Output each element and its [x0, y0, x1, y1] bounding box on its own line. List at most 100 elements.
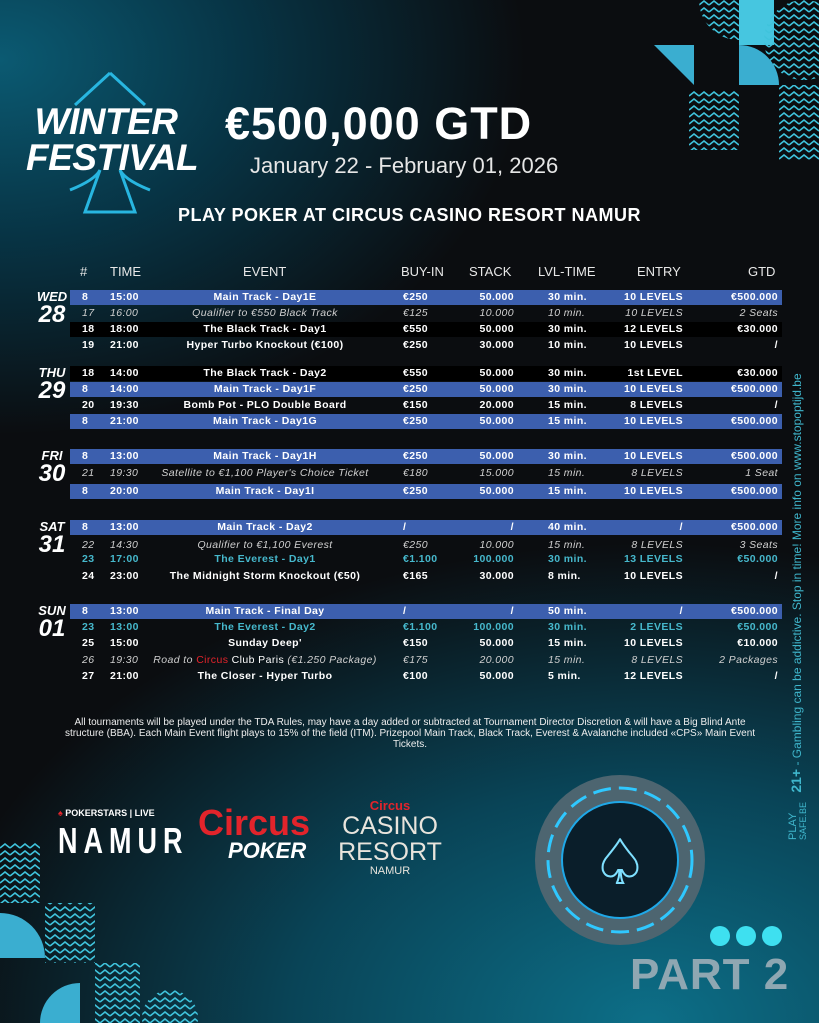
- gambling-warning-text: - Gambling can be addictive. Stop in tim…: [790, 373, 805, 769]
- cell-lvl: 10 min.: [548, 307, 586, 319]
- cell-num: 24: [82, 570, 95, 582]
- cell-num: 8: [82, 415, 89, 427]
- cell-stack: 50.000: [479, 291, 514, 303]
- cell-event: The Everest - Day2: [214, 621, 316, 633]
- cell-buyin: €150: [403, 399, 428, 411]
- table-row: 17 16:00 Qualifier to €550 Black Track €125…: [70, 306, 782, 321]
- cell-time: 21:00: [110, 415, 139, 427]
- table-row: 8 21:00 Main Track - Day1G €250 50.000 15 min…: [70, 414, 782, 429]
- cell-buyin: €250: [403, 485, 428, 497]
- header-gtd: GTD: [748, 264, 776, 279]
- table-row: 8 13:00 Main Track - Day1H €250 50.000 30 min…: [70, 449, 782, 464]
- table-row: 21 19:30 Satellite to €1,100 Player's Choi…: [70, 466, 782, 481]
- cell-event: Road to Circus Club Paris (€1.250 Packag…: [140, 653, 390, 668]
- cell-stack: 10.000: [479, 539, 514, 551]
- namur-logo: NAMUR: [58, 820, 189, 861]
- cell-stack: 50.000: [479, 383, 514, 395]
- footnote: All tournaments will be played under the…: [64, 717, 756, 750]
- header-time: TIME: [110, 264, 142, 279]
- cell-num: 8: [82, 291, 89, 303]
- cell-event: Hyper Turbo Knockout (€100): [186, 339, 344, 351]
- cell-num: 18: [82, 323, 95, 335]
- table-row: 8 15:00 Main Track - Day1E €250 50.000 30 min…: [70, 290, 782, 305]
- cell-buyin: €150: [403, 637, 428, 649]
- weekday: THU: [38, 365, 66, 380]
- cell-entry: 10 LEVELS: [623, 339, 683, 351]
- table-row: 22 14:30 Qualifier to €1,100 Everest €250 10…: [70, 538, 782, 553]
- cell-event: The Midnight Storm Knockout (€50): [169, 570, 361, 582]
- table-row: 24 23:00 The Midnight Storm Knockout (€50)…: [70, 569, 782, 584]
- pokerstars-logo: ♠ POKERSTARS | LIVE: [58, 808, 155, 818]
- day-label: SAT 31: [30, 519, 74, 557]
- cell-buyin: €1.100: [403, 553, 438, 565]
- cell-num: 18: [82, 367, 95, 379]
- weekday: SAT: [39, 519, 65, 534]
- age-limit: 21+: [788, 768, 805, 793]
- cell-gtd: €30.000: [737, 367, 778, 379]
- cell-entry: 10 LEVELS: [623, 415, 683, 427]
- cell-time: 17:00: [110, 553, 139, 565]
- zigzag-decoration: [654, 0, 819, 160]
- circus-poker-logo: Circus POKER: [198, 802, 311, 863]
- cell-time: 14:30: [110, 539, 139, 551]
- cell-entry: 10 LEVELS: [623, 570, 683, 582]
- cell-lvl: 15 min.: [548, 485, 587, 497]
- cell-lvl: 15 min.: [548, 399, 587, 411]
- cell-stack: 50.000: [479, 637, 514, 649]
- event-text-part: Road to: [153, 654, 197, 666]
- cell-lvl: 15 min.: [548, 415, 587, 427]
- cell-entry: 8 LEVELS: [631, 654, 683, 666]
- cell-gtd: €30.000: [737, 323, 778, 335]
- cell-lvl: 30 min.: [548, 367, 587, 379]
- cell-num: 8: [82, 383, 89, 395]
- circus-casino-resort-logo: Circus CASINO RESORT NAMUR: [338, 798, 442, 877]
- cell-stack: 50.000: [479, 670, 514, 682]
- event-text-part: Club Paris: [228, 654, 285, 666]
- day-label: SUN 01: [30, 603, 74, 641]
- cell-stack: 100.000: [473, 553, 514, 565]
- cell-buyin: €125: [403, 307, 428, 319]
- more-dots-icon: [710, 926, 788, 950]
- cell-event: Main Track - Day1G: [212, 415, 318, 427]
- header-stack: STACK: [469, 264, 512, 279]
- cell-buyin: €250: [403, 539, 428, 551]
- cell-lvl: 10 min.: [548, 339, 587, 351]
- cell-buyin: €180: [403, 467, 428, 479]
- table-row: 25 15:00 Sunday Deep' €150 50.000 15 min. 10 L…: [70, 636, 782, 651]
- spade-logo-icon: [69, 71, 151, 214]
- cell-stack: /: [510, 521, 514, 533]
- cell-gtd: €50.000: [737, 553, 778, 565]
- cell-num: 21: [82, 467, 95, 479]
- cell-num: 8: [82, 485, 89, 497]
- table-row: 20 19:30 Bomb Pot - PLO Double Board €150 20…: [70, 398, 782, 413]
- festival-logo: WINTER FESTIVAL: [26, 101, 199, 178]
- cell-time: 19:30: [110, 399, 139, 411]
- cell-num: 8: [82, 605, 89, 617]
- table-row: 23 13:00 The Everest - Day2 €1.100 100.000 30…: [70, 620, 782, 635]
- table-row: 8 13:00 Main Track - Final Day / / 50 min. / €5…: [70, 604, 782, 619]
- cell-entry: /: [679, 605, 683, 617]
- cell-num: 19: [82, 339, 95, 351]
- cell-lvl: 30 min.: [548, 450, 587, 462]
- weekday: FRI: [41, 448, 63, 463]
- cell-event: Main Track - Day1I: [215, 485, 315, 497]
- cell-time: 19:30: [110, 654, 139, 666]
- svg-text:♠: ♠: [593, 828, 647, 898]
- cell-buyin: €550: [403, 323, 428, 335]
- cell-event: Sunday Deep': [228, 637, 302, 649]
- cell-stack: 50.000: [479, 450, 514, 462]
- weekday: SUN: [38, 603, 66, 618]
- cell-time: 18:00: [110, 323, 139, 335]
- cell-num: 8: [82, 450, 89, 462]
- cell-stack: 30.000: [479, 570, 514, 582]
- cell-entry: 10 LEVELS: [623, 383, 683, 395]
- cell-event: Main Track - Day1F: [213, 383, 317, 395]
- cell-entry: 12 LEVELS: [623, 323, 683, 335]
- cell-gtd: €500.000: [731, 450, 778, 462]
- header-event: EVENT: [243, 264, 287, 279]
- cell-event: Bomb Pot - PLO Double Board: [183, 399, 347, 411]
- day-label: WED 28: [30, 289, 74, 327]
- cell-buyin: €550: [403, 367, 428, 379]
- table-row: 27 21:00 The Closer - Hyper Turbo €100 50.00…: [70, 669, 782, 684]
- festival-dates: January 22 - February 01, 2026: [250, 153, 559, 178]
